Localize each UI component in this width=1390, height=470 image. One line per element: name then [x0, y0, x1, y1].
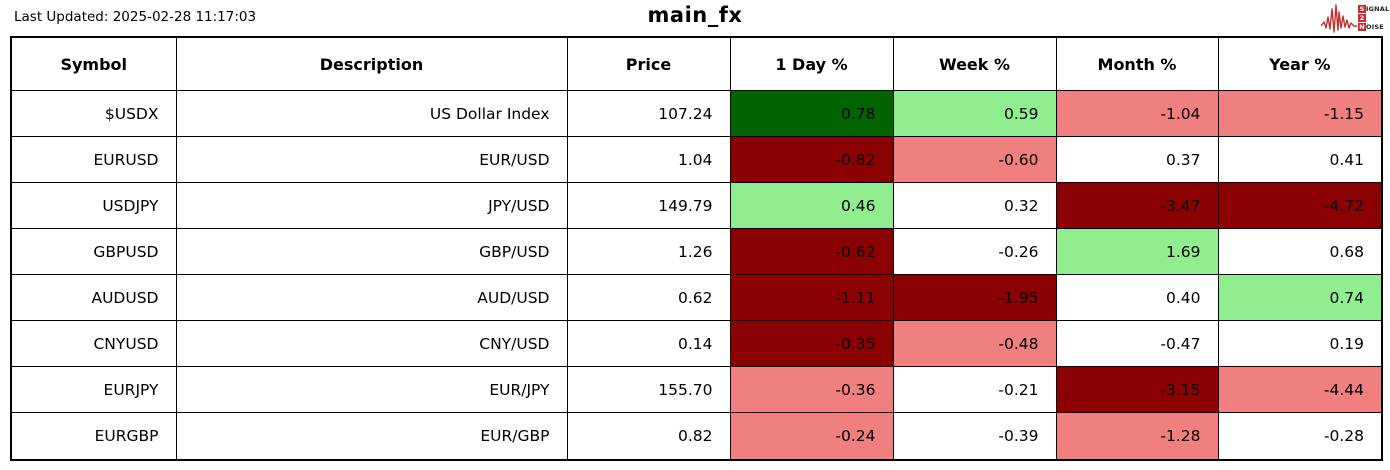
signal2noise-logo: S IGNAL 2 N OISE — [1321, 1, 1389, 35]
column-header: Year % — [1217, 36, 1383, 91]
month-pct-cell: -0.47 — [1055, 320, 1219, 368]
week-pct-cell: 0.32 — [892, 182, 1057, 230]
description-cell: EUR/JPY — [175, 366, 568, 414]
year-pct-cell: -0.28 — [1217, 412, 1383, 461]
day-pct-cell: -1.11 — [729, 274, 894, 322]
symbol-cell: USDJPY — [10, 182, 177, 230]
description-cell: GBP/USD — [175, 228, 568, 276]
week-pct-cell: 0.59 — [892, 89, 1057, 138]
day-pct-cell: 0.78 — [729, 89, 894, 138]
description-cell: EUR/USD — [175, 136, 568, 184]
day-pct-cell: -0.24 — [729, 412, 894, 461]
symbol-cell: EURJPY — [10, 366, 177, 414]
year-pct-cell: 0.74 — [1217, 274, 1383, 322]
table-row: CNYUSD CNY/USD 0.14 -0.35 -0.48 -0.47 0.… — [10, 320, 1383, 368]
year-pct-cell: -4.72 — [1217, 182, 1383, 230]
logo-line-2: 2 — [1358, 14, 1389, 22]
price-cell: 0.14 — [566, 320, 731, 368]
header-row: Symbol Description Price 1 Day % Week % Month… — [10, 36, 1383, 91]
page-title: main_fx — [647, 3, 743, 27]
month-pct-cell: -1.04 — [1055, 89, 1219, 138]
column-header: Month % — [1055, 36, 1219, 91]
table-row: EURGBP EUR/GBP 0.82 -0.24 -0.39 -1.28 -0… — [10, 412, 1383, 461]
description-cell: JPY/USD — [175, 182, 568, 230]
description-cell: AUD/USD — [175, 274, 568, 322]
month-pct-cell: -3.15 — [1055, 366, 1219, 414]
table-row: AUDUSD AUD/USD 0.62 -1.11 -1.95 0.40 0.7… — [10, 274, 1383, 322]
column-header: Description — [175, 36, 568, 91]
fx-table: Symbol Description Price 1 Day % Week % Month… — [10, 36, 1383, 461]
description-cell: US Dollar Index — [175, 89, 568, 138]
month-pct-cell: -3.47 — [1055, 182, 1219, 230]
waveform-icon — [1321, 2, 1357, 34]
day-pct-cell: -0.35 — [729, 320, 894, 368]
price-cell: 0.62 — [566, 274, 731, 322]
price-cell: 0.82 — [566, 412, 731, 461]
week-pct-cell: -0.48 — [892, 320, 1057, 368]
column-header: Price — [566, 36, 731, 91]
price-cell: 1.04 — [566, 136, 731, 184]
symbol-cell: $USDX — [10, 89, 177, 138]
column-header: Symbol — [10, 36, 177, 91]
symbol-cell: GBPUSD — [10, 228, 177, 276]
description-cell: CNY/USD — [175, 320, 568, 368]
table-row: EURUSD EUR/USD 1.04 -0.82 -0.60 0.37 0.4… — [10, 136, 1383, 184]
week-pct-cell: -0.39 — [892, 412, 1057, 461]
logo-chip-n: N — [1358, 22, 1366, 31]
year-pct-cell: 0.19 — [1217, 320, 1383, 368]
symbol-cell: CNYUSD — [10, 320, 177, 368]
table-row: USDJPY JPY/USD 149.79 0.46 0.32 -3.47 -4… — [10, 182, 1383, 230]
logo-line-signal: S IGNAL — [1358, 4, 1390, 13]
fx-table-body: $USDX US Dollar Index 107.24 0.78 0.59 -… — [10, 89, 1383, 461]
symbol-cell: EURGBP — [10, 412, 177, 461]
logo-line-noise: N OISE — [1358, 22, 1384, 31]
logo-chip-2: 2 — [1358, 13, 1366, 22]
year-pct-cell: 0.41 — [1217, 136, 1383, 184]
week-pct-cell: -1.95 — [892, 274, 1057, 322]
price-cell: 107.24 — [566, 89, 731, 138]
day-pct-cell: 0.46 — [729, 182, 894, 230]
price-cell: 1.26 — [566, 228, 731, 276]
week-pct-cell: -0.26 — [892, 228, 1057, 276]
table-row: EURJPY EUR/JPY 155.70 -0.36 -0.21 -3.15 … — [10, 366, 1383, 414]
year-pct-cell: -1.15 — [1217, 89, 1383, 138]
year-pct-cell: -4.44 — [1217, 366, 1383, 414]
column-header: 1 Day % — [729, 36, 894, 91]
day-pct-cell: -0.82 — [729, 136, 894, 184]
last-updated-text: Last Updated: 2025-02-28 11:17:03 — [14, 9, 257, 25]
month-pct-cell: -1.28 — [1055, 412, 1219, 461]
symbol-cell: EURUSD — [10, 136, 177, 184]
month-pct-cell: 0.40 — [1055, 274, 1219, 322]
price-cell: 155.70 — [566, 366, 731, 414]
month-pct-cell: 1.69 — [1055, 228, 1219, 276]
year-pct-cell: 0.68 — [1217, 228, 1383, 276]
table-row: $USDX US Dollar Index 107.24 0.78 0.59 -… — [10, 89, 1383, 138]
logo-text: S IGNAL 2 N OISE — [1358, 5, 1389, 31]
month-pct-cell: 0.37 — [1055, 136, 1219, 184]
week-pct-cell: -0.21 — [892, 366, 1057, 414]
symbol-cell: AUDUSD — [10, 274, 177, 322]
logo-chip-s: S — [1358, 4, 1366, 13]
day-pct-cell: -0.36 — [729, 366, 894, 414]
price-cell: 149.79 — [566, 182, 731, 230]
week-pct-cell: -0.60 — [892, 136, 1057, 184]
column-header: Week % — [892, 36, 1057, 91]
table-row: GBPUSD GBP/USD 1.26 -0.62 -0.26 1.69 0.6… — [10, 228, 1383, 276]
description-cell: EUR/GBP — [175, 412, 568, 461]
day-pct-cell: -0.62 — [729, 228, 894, 276]
